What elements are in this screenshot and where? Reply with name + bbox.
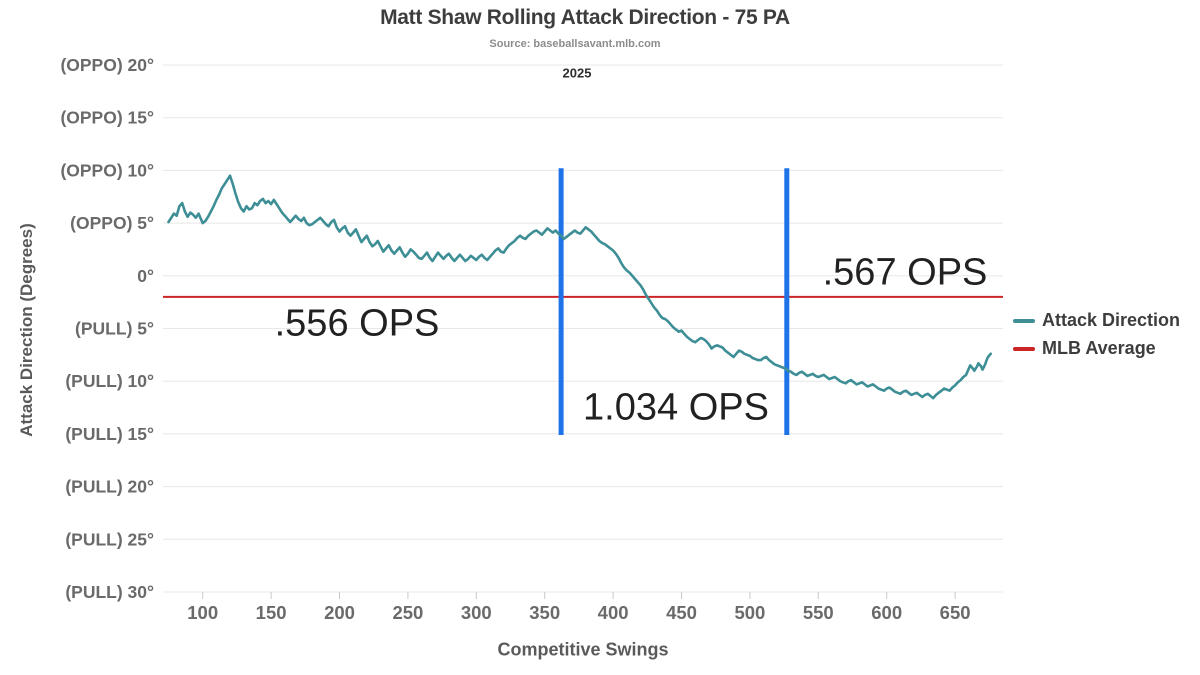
x-tick-label: 650	[940, 602, 971, 623]
x-tick-label: 200	[324, 602, 355, 623]
y-tick-label: (OPPO) 5°	[70, 213, 154, 233]
legend-item-attack-direction[interactable]: Attack Direction	[1013, 310, 1180, 331]
legend-item-mlb-average[interactable]: MLB Average	[1013, 338, 1180, 359]
x-tick-label: 100	[187, 602, 218, 623]
mlb-average-line-swatch	[1013, 346, 1035, 351]
y-tick-label: (PULL) 5°	[75, 319, 154, 339]
ops-annotation-mid-segment: 1.034 OPS	[583, 386, 769, 429]
y-axis-title: Attack Direction (Degrees)	[17, 223, 36, 437]
x-axis-title: Competitive Swings	[497, 639, 669, 660]
x-tick-label: 450	[666, 602, 697, 623]
y-tick-label: (OPPO) 20°	[60, 55, 154, 75]
chart-source-subtitle: Source: baseballsavant.mlb.com	[489, 38, 661, 50]
y-tick-label: (OPPO) 15°	[60, 108, 154, 128]
x-tick-label: 500	[734, 602, 765, 623]
legend: Attack Direction MLB Average	[1013, 310, 1180, 359]
legend-label-attack-direction: Attack Direction	[1042, 310, 1181, 330]
y-tick-label: 0°	[137, 266, 154, 286]
ops-annotation-post-segment: .567 OPS	[822, 251, 988, 294]
attack-direction-line-swatch	[1013, 318, 1035, 323]
x-tick-label: 550	[803, 602, 834, 623]
x-tick-label: 300	[461, 602, 492, 623]
x-tick-label: 350	[529, 602, 560, 623]
chart-title: Matt Shaw Rolling Attack Direction - 75 …	[380, 6, 790, 29]
y-tick-label: (PULL) 30°	[65, 582, 154, 602]
x-tick-label: 250	[392, 602, 423, 623]
x-tick-label: 600	[871, 602, 902, 623]
y-tick-label: (PULL) 20°	[65, 477, 154, 497]
y-tick-label: (PULL) 15°	[65, 424, 154, 444]
facet-year-label: 2025	[562, 65, 592, 81]
attack-direction-series	[167, 174, 993, 400]
y-tick-label: (PULL) 25°	[65, 529, 154, 549]
y-tick-label: (OPPO) 10°	[60, 160, 154, 180]
x-tick-label: 150	[256, 602, 287, 623]
x-tick-label: 400	[598, 602, 629, 623]
y-tick-label: (PULL) 10°	[65, 371, 154, 391]
ops-annotation-pre-segment: .556 OPS	[274, 302, 440, 345]
legend-label-mlb-average: MLB Average	[1042, 338, 1156, 358]
